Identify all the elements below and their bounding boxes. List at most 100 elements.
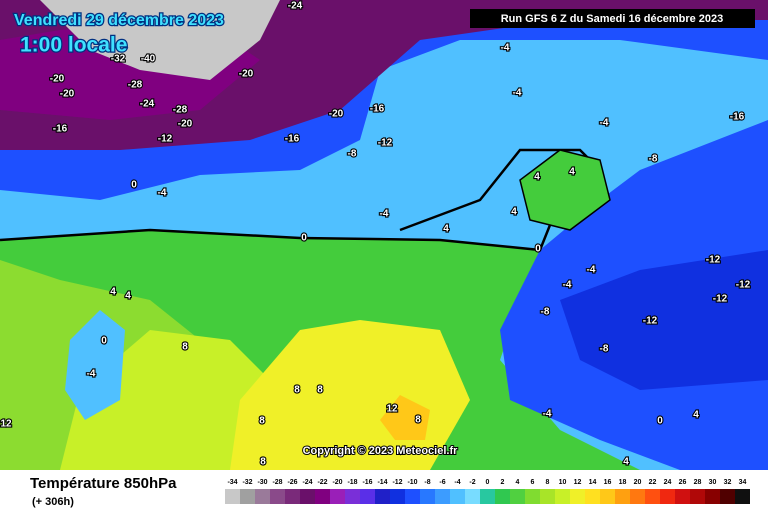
legend-swatch bbox=[465, 489, 480, 504]
region bbox=[519, 149, 611, 231]
region bbox=[380, 395, 430, 440]
contour-label: 0 bbox=[657, 416, 663, 427]
contour-label: -20 bbox=[239, 69, 254, 80]
legend-label: 8 bbox=[546, 479, 550, 486]
legend-swatch bbox=[450, 489, 465, 504]
legend-label: -8 bbox=[424, 479, 430, 486]
legend-label: -14 bbox=[377, 479, 387, 486]
legend-label: 4 bbox=[516, 479, 520, 486]
legend-label: -2 bbox=[469, 479, 475, 486]
contour-label: -32 bbox=[111, 54, 126, 65]
legend-swatch bbox=[330, 489, 345, 504]
contour-label: -4 bbox=[87, 369, 96, 380]
contour-label: -24 bbox=[140, 99, 155, 110]
lead-time: (+ 306h) bbox=[32, 496, 74, 508]
local-time: 1:00 locale bbox=[20, 34, 127, 57]
contour-label: 4 bbox=[569, 167, 575, 178]
legend-swatch bbox=[405, 489, 420, 504]
legend-label: 2 bbox=[501, 479, 505, 486]
contour-label: 8 bbox=[260, 457, 266, 468]
legend-swatch bbox=[690, 489, 705, 504]
contour-label: 0 bbox=[535, 244, 541, 255]
legend-label: -18 bbox=[347, 479, 357, 486]
run-box bbox=[470, 9, 755, 28]
legend-swatch bbox=[420, 489, 435, 504]
contour-label: -20 bbox=[60, 89, 75, 100]
legend-swatch bbox=[660, 489, 675, 504]
region bbox=[65, 310, 125, 420]
legend-swatch bbox=[495, 489, 510, 504]
legend-swatch bbox=[315, 489, 330, 504]
contour-label: -4 bbox=[380, 209, 389, 220]
legend-swatch bbox=[360, 489, 375, 504]
contour-label: -12 bbox=[643, 316, 658, 327]
legend-title: Température 850hPa bbox=[30, 475, 177, 492]
legend-swatch bbox=[540, 489, 555, 504]
legend-label: 28 bbox=[694, 479, 702, 486]
contour-label: 12 bbox=[0, 419, 12, 430]
region bbox=[40, 0, 280, 80]
legend-swatch bbox=[345, 489, 360, 504]
legend-swatch bbox=[555, 489, 570, 504]
contour-label: -8 bbox=[649, 154, 658, 165]
region bbox=[560, 250, 768, 390]
legend-label: -20 bbox=[332, 479, 342, 486]
legend-swatch bbox=[375, 489, 390, 504]
legend-label: -32 bbox=[242, 479, 252, 486]
legend-label: 24 bbox=[664, 479, 672, 486]
contour-label: 4 bbox=[443, 224, 449, 235]
contour-label: 4 bbox=[534, 172, 540, 183]
legend-label: -10 bbox=[407, 479, 417, 486]
legend-swatch bbox=[435, 489, 450, 504]
legend-label: -16 bbox=[362, 479, 372, 486]
legend-swatch bbox=[675, 489, 690, 504]
legend-label: 18 bbox=[619, 479, 627, 486]
contour-label: -12 bbox=[713, 294, 728, 305]
legend-label: -22 bbox=[317, 479, 327, 486]
legend-label: 16 bbox=[604, 479, 612, 486]
contour-label: 4 bbox=[110, 287, 116, 298]
contour-label: -4 bbox=[600, 118, 609, 129]
legend-swatch bbox=[705, 489, 720, 504]
legend-label: 34 bbox=[739, 479, 747, 486]
legend-swatch bbox=[510, 489, 525, 504]
legend-label: -28 bbox=[272, 479, 282, 486]
valid-date: Vendredi 29 décembre 2023 bbox=[14, 12, 224, 29]
contour-label: -40 bbox=[141, 54, 156, 65]
legend-swatch bbox=[645, 489, 660, 504]
legend-label: 6 bbox=[531, 479, 535, 486]
legend-swatch bbox=[255, 489, 270, 504]
legend-label: 10 bbox=[559, 479, 567, 486]
contour-label: 0 bbox=[101, 336, 107, 347]
contour-label: 8 bbox=[182, 342, 188, 353]
contour-label: -24 bbox=[288, 1, 303, 12]
legend-label: -26 bbox=[287, 479, 297, 486]
legend-label: 26 bbox=[679, 479, 687, 486]
legend-label: -6 bbox=[439, 479, 445, 486]
legend-swatch bbox=[300, 489, 315, 504]
legend-label: 12 bbox=[574, 479, 582, 486]
contour-label: 8 bbox=[259, 416, 265, 427]
legend-label: 22 bbox=[649, 479, 657, 486]
legend-swatch bbox=[570, 489, 585, 504]
contour-label: 12 bbox=[386, 404, 398, 415]
contour-label: -12 bbox=[736, 280, 751, 291]
legend-label: 0 bbox=[486, 479, 490, 486]
contour-label: -8 bbox=[600, 344, 609, 355]
contour-label: -16 bbox=[53, 124, 68, 135]
contour-label: -8 bbox=[541, 307, 550, 318]
legend-swatch bbox=[720, 489, 735, 504]
contour-label: -28 bbox=[128, 80, 143, 91]
contour-label: 4 bbox=[623, 457, 629, 468]
contour-label: 8 bbox=[415, 415, 421, 426]
legend-swatch bbox=[585, 489, 600, 504]
legend-label: 32 bbox=[724, 479, 732, 486]
legend-label: -4 bbox=[454, 479, 460, 486]
contour-label: -4 bbox=[158, 188, 167, 199]
legend-swatch bbox=[630, 489, 645, 504]
contour-label: 8 bbox=[317, 385, 323, 396]
legend-label: -12 bbox=[392, 479, 402, 486]
contour-label: -16 bbox=[285, 134, 300, 145]
legend-swatch bbox=[390, 489, 405, 504]
legend-swatch bbox=[240, 489, 255, 504]
